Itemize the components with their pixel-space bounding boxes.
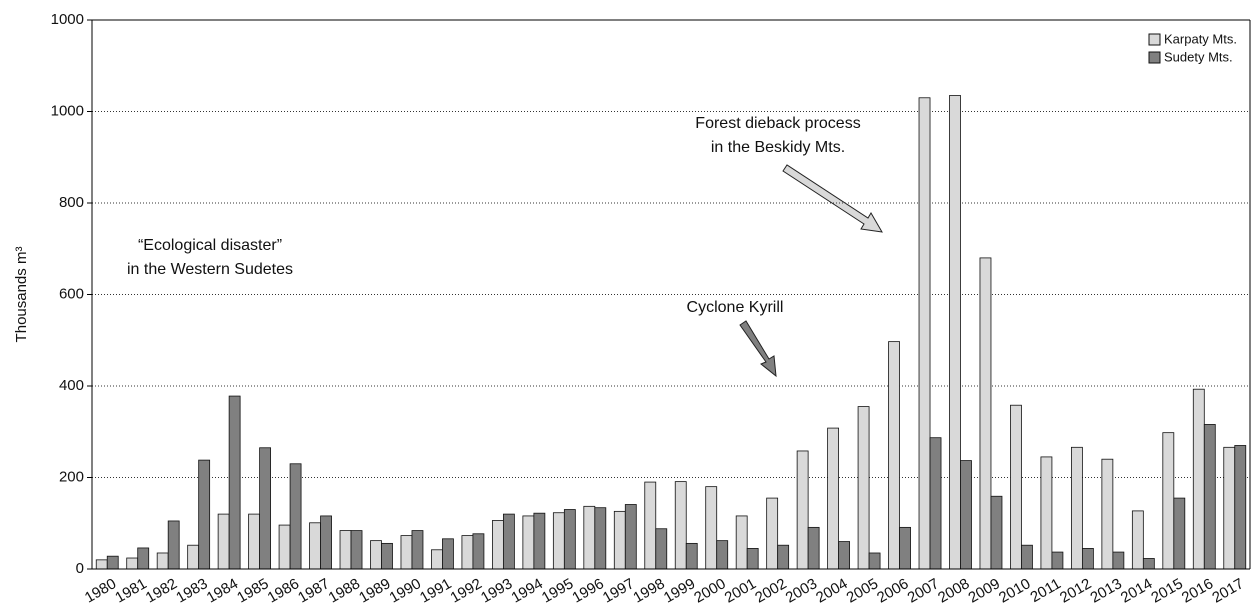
bar	[339, 530, 352, 570]
bar	[502, 513, 515, 570]
bar	[1070, 446, 1083, 570]
bar	[137, 547, 150, 570]
legend-label: Karpaty Mts.	[1164, 31, 1237, 46]
bar	[350, 530, 363, 570]
bar	[644, 481, 657, 570]
bar	[167, 520, 180, 570]
bar	[838, 541, 851, 570]
bar	[320, 515, 332, 570]
bar	[1131, 510, 1144, 570]
bar	[461, 535, 474, 570]
bar	[187, 544, 200, 570]
bar	[655, 528, 668, 570]
bar	[949, 95, 961, 570]
bar	[370, 540, 382, 570]
bar	[827, 427, 840, 570]
bar	[594, 507, 607, 570]
bar	[624, 504, 637, 570]
bar	[716, 540, 729, 570]
annotation: in the Beskidy Mts.	[711, 139, 845, 156]
bar	[868, 552, 881, 570]
bar	[126, 557, 139, 570]
bar	[1192, 388, 1205, 570]
bar	[309, 522, 321, 570]
bar	[1112, 551, 1125, 570]
bar	[411, 530, 424, 570]
y-tick-label: 200	[59, 468, 84, 485]
bar	[1162, 432, 1175, 570]
bar	[198, 459, 211, 570]
y-tick-label: 800	[59, 194, 84, 211]
bar	[1203, 424, 1216, 570]
bar	[990, 495, 1003, 570]
bar	[217, 513, 230, 570]
bar	[1081, 548, 1094, 570]
y-tick-label: 1000	[51, 11, 84, 28]
bar	[1010, 404, 1022, 570]
arrow	[739, 320, 777, 378]
bar	[156, 552, 169, 570]
bar	[533, 512, 546, 570]
bar	[563, 509, 576, 570]
y-tick-label: 600	[59, 285, 84, 302]
bar	[278, 524, 291, 570]
bar	[888, 341, 900, 570]
bar	[705, 486, 718, 570]
bar	[613, 510, 626, 570]
bar	[960, 460, 972, 570]
bar	[979, 257, 992, 570]
bar	[442, 538, 454, 570]
annotation: in the Western Sudetes	[127, 261, 293, 278]
y-tick-label: 1000	[51, 102, 84, 119]
arrow	[782, 164, 883, 233]
bar	[1021, 544, 1033, 570]
bar	[289, 463, 302, 570]
bar	[522, 515, 535, 570]
bar	[746, 548, 759, 570]
bar	[1234, 445, 1247, 570]
legend-swatch	[1148, 33, 1161, 46]
bar	[1040, 456, 1053, 570]
bar	[583, 505, 596, 570]
bar	[259, 447, 272, 570]
bar	[552, 512, 565, 570]
annotation: Cyclone Kyrill	[687, 299, 784, 316]
y-axis-label: Thousands m³	[13, 247, 30, 343]
bar	[95, 559, 108, 570]
bar	[1051, 551, 1064, 570]
bar	[899, 526, 911, 570]
bar	[807, 526, 820, 570]
bar	[1223, 446, 1236, 570]
bar	[735, 515, 748, 570]
bar	[472, 533, 485, 570]
bar	[106, 555, 119, 570]
legend-swatch	[1148, 51, 1161, 64]
bar	[228, 395, 241, 570]
bar	[431, 549, 443, 570]
bar	[796, 450, 809, 570]
y-tick-label: 0	[76, 560, 84, 577]
bar	[685, 542, 698, 570]
bar	[381, 542, 393, 570]
bar	[1173, 497, 1186, 570]
bar	[857, 406, 870, 570]
bar	[918, 97, 931, 570]
legend-label: Sudety Mts.	[1164, 49, 1233, 64]
bar	[491, 520, 504, 570]
annotation: Forest dieback process	[695, 115, 860, 132]
bar	[674, 481, 687, 570]
bar	[248, 513, 261, 570]
bar	[400, 535, 413, 570]
bar	[766, 497, 779, 570]
bar	[777, 544, 790, 570]
bar	[1142, 558, 1155, 570]
annotation: “Ecological disaster”	[138, 237, 282, 254]
y-tick-label: 400	[59, 377, 84, 394]
bar	[929, 437, 942, 570]
bar	[1101, 458, 1114, 570]
x-tick-label: 2017	[1209, 575, 1246, 606]
